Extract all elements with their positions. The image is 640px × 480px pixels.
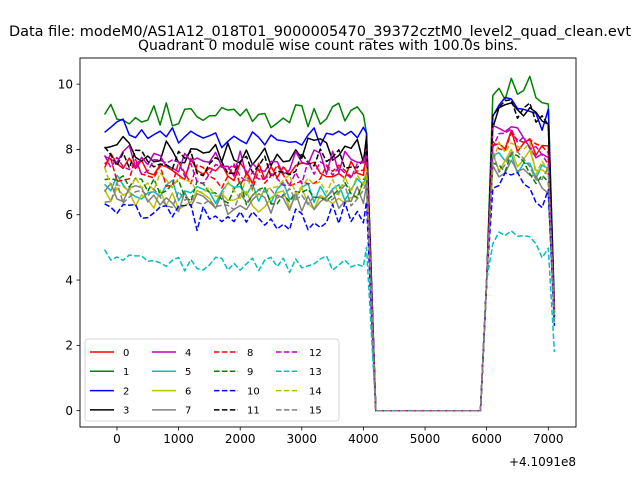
legend-label-12: 12: [309, 348, 322, 359]
legend-label-13: 13: [309, 367, 322, 378]
series-line-11: [104, 98, 556, 412]
y-tick-label: 2: [65, 339, 73, 353]
plot-area: [79, 57, 577, 428]
chart-title: Quadrant 0 module wise count rates with …: [138, 38, 518, 54]
series-line-14: [103, 141, 556, 412]
series-line-12: [103, 128, 556, 412]
legend-label-7: 7: [185, 406, 191, 417]
legend-label-11: 11: [247, 406, 260, 417]
x-axis: 0 1000 2000 3000 4000 5000 6000 7000: [113, 427, 564, 446]
y-axis: 0 2 4 6 8 10: [58, 77, 80, 418]
series-line-1: [103, 75, 556, 412]
y-tick-label: 10: [58, 77, 73, 91]
legend-label-5: 5: [185, 367, 191, 378]
x-tick-label: 7000: [533, 432, 564, 446]
legend-label-2: 2: [123, 386, 129, 397]
x-tick-label: 0: [113, 432, 121, 446]
series-line-8: [104, 131, 556, 412]
series-line-13: [103, 230, 556, 412]
legend-label-15: 15: [309, 406, 322, 417]
legend-label-3: 3: [123, 406, 129, 417]
x-tick-label: 2000: [225, 432, 256, 446]
x-tick-label: 5000: [410, 432, 441, 446]
legend-label-4: 4: [185, 348, 191, 359]
x-tick-label: 4000: [348, 432, 379, 446]
x-tick-label: 6000: [471, 432, 502, 446]
x-axis-offset-label: +4.1091e8: [509, 455, 576, 469]
series-line-3: [104, 102, 556, 412]
x-tick-label: 3000: [287, 432, 318, 446]
legend-frame: [84, 338, 340, 422]
y-tick-label: 8: [65, 143, 73, 157]
series-layer: [103, 75, 556, 412]
y-tick-label: 4: [65, 273, 73, 287]
y-tick-label: 0: [65, 404, 73, 418]
axes-frame: [79, 57, 577, 428]
x-tick-label: 1000: [163, 432, 194, 446]
legend-label-6: 6: [185, 386, 191, 397]
legend-label-10: 10: [247, 386, 260, 397]
legend-label-9: 9: [247, 367, 253, 378]
legend-label-1: 1: [123, 367, 129, 378]
figure-suptitle: Data file: modeM0/AS1A12_018T01_90000054…: [9, 24, 631, 40]
series-line-5: [104, 152, 556, 412]
y-tick-label: 6: [65, 208, 73, 222]
legend-label-14: 14: [309, 386, 322, 397]
series-line-10: [104, 171, 556, 412]
legend-label-0: 0: [123, 348, 129, 359]
legend-label-8: 8: [247, 348, 253, 359]
series-line-15: [104, 150, 556, 412]
